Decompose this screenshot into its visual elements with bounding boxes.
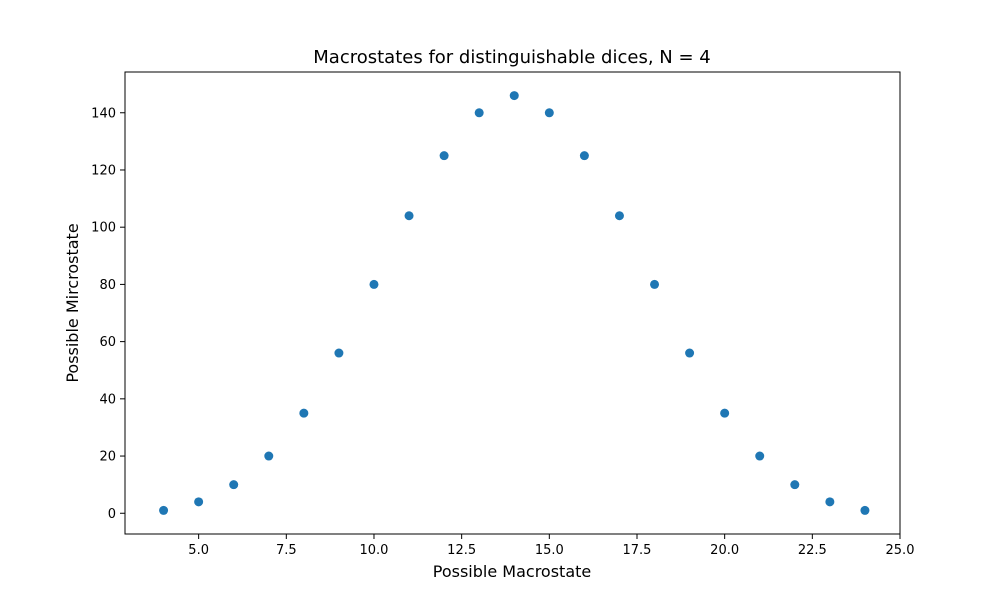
data-point — [264, 451, 274, 461]
y-tick-label: 20 — [99, 450, 116, 465]
data-point — [369, 279, 379, 289]
data-point — [474, 108, 484, 118]
plot-area — [124, 71, 901, 535]
x-axis-label: Possible Macrostate — [433, 562, 591, 581]
x-tick-label: 15.0 — [535, 543, 564, 558]
axes-frame — [124, 71, 901, 535]
x-tick-label: 10.0 — [360, 543, 389, 558]
data-point — [509, 91, 519, 101]
y-tick-label: 60 — [99, 335, 116, 350]
data-point — [790, 480, 800, 490]
data-point — [579, 151, 589, 161]
x-tick-label: 17.5 — [623, 543, 652, 558]
data-point — [299, 408, 309, 418]
data-point — [755, 451, 765, 461]
y-tick-label: 140 — [91, 106, 116, 121]
data-point — [650, 279, 660, 289]
x-tick-label: 20.0 — [710, 543, 739, 558]
y-tick-label: 0 — [108, 507, 116, 522]
data-point — [860, 505, 870, 515]
x-tick-label: 12.5 — [447, 543, 476, 558]
x-tick-label: 7.5 — [276, 543, 297, 558]
x-axis: 5.0 7.5 10.0 12.5 15.0 17.5 20.0 22.5 25.0 — [188, 534, 914, 558]
data-point — [229, 480, 239, 490]
chart-title: Macrostates for distinguishable dices, N… — [313, 47, 710, 68]
x-tick-label: 5.0 — [188, 543, 209, 558]
data-point — [334, 348, 344, 358]
y-tick-label: 80 — [99, 278, 116, 293]
data-point — [404, 211, 414, 221]
data-point — [685, 348, 695, 358]
data-point — [159, 505, 169, 515]
x-tick-label: 22.5 — [798, 543, 827, 558]
x-tick-label: 25.0 — [886, 543, 915, 558]
data-point — [720, 408, 730, 418]
y-tick-label: 100 — [91, 221, 116, 236]
data-point — [825, 497, 835, 507]
data-points — [159, 91, 870, 515]
data-point — [544, 108, 554, 118]
data-point — [614, 211, 624, 221]
y-tick-label: 40 — [99, 392, 116, 407]
data-point — [194, 497, 204, 507]
y-axis: 0 20 40 60 80 100 120 140 — [91, 106, 125, 522]
y-axis-label: Possible Mircrostate — [63, 223, 82, 382]
y-tick-label: 120 — [91, 163, 116, 178]
data-point — [439, 151, 449, 161]
